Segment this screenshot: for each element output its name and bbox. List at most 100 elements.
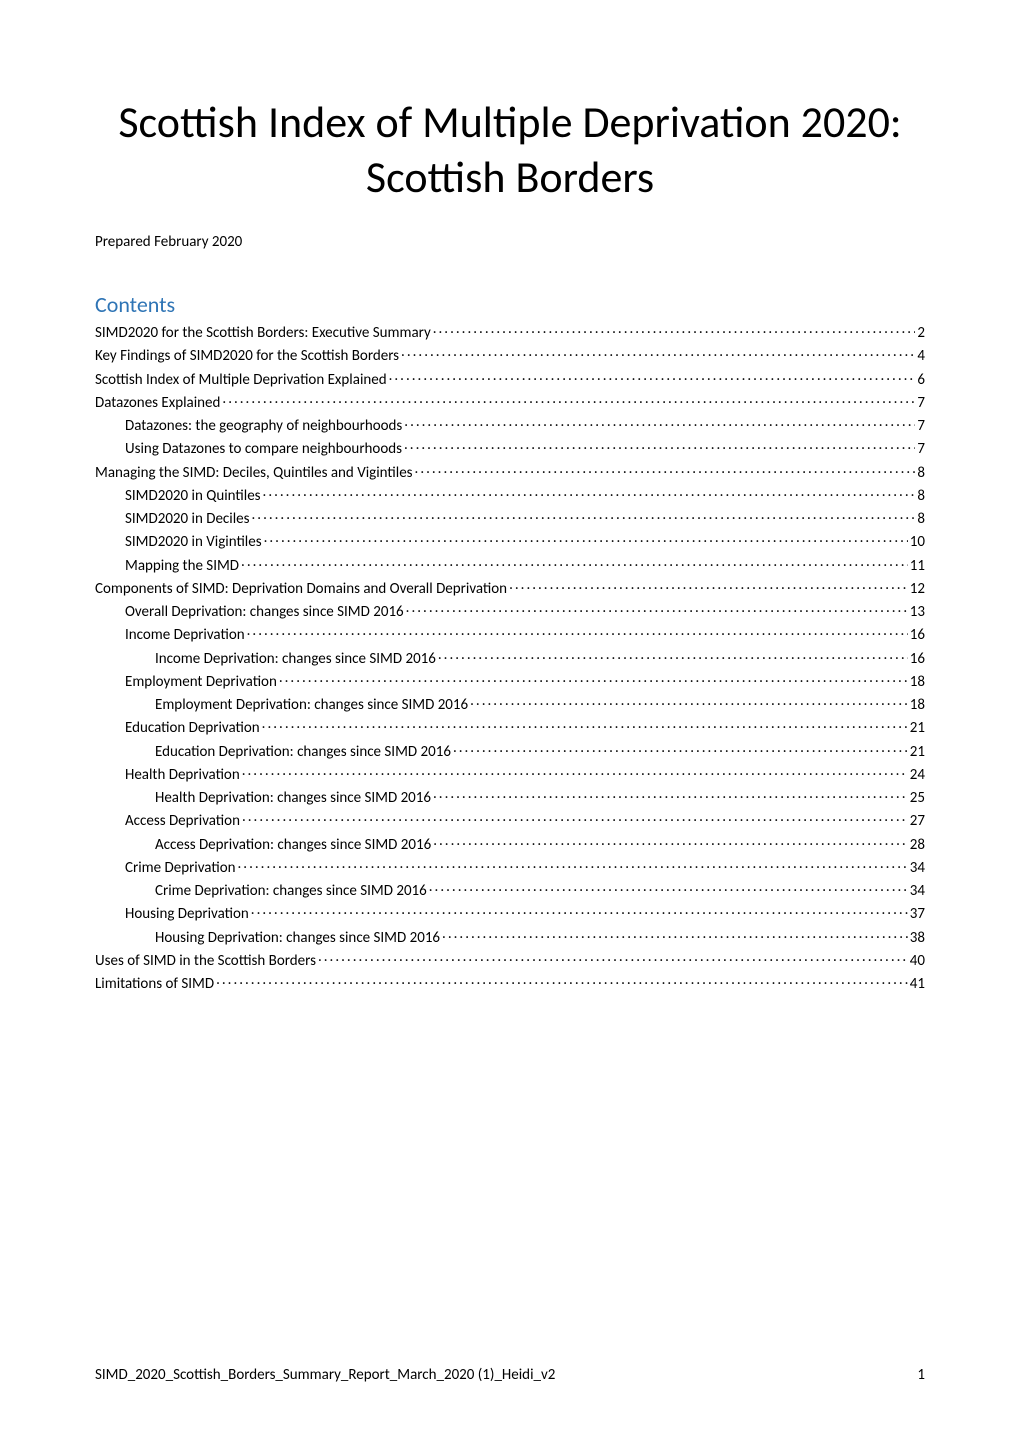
toc-entry[interactable]: Datazones: the geography of neighbourhoo… [95,415,925,438]
toc-leader-dots [252,508,916,523]
toc-entry-page: 25 [910,787,925,810]
toc-leader-dots [251,903,908,918]
toc-entry-label: Access Deprivation [125,810,240,833]
title-line-1: Scottish Index of Multiple Deprivation 2… [118,95,901,149]
toc-entry[interactable]: Key Findings of SIMD2020 for the Scottis… [95,345,925,368]
toc-leader-dots [262,717,908,732]
toc-entry-label: SIMD2020 in Deciles [125,508,250,531]
toc-leader-dots [401,345,915,360]
title-line-2: Scottish Borders [366,150,654,204]
toc-leader-dots [242,810,908,825]
toc-entry[interactable]: Housing Deprivation: changes since SIMD … [95,927,925,950]
toc-entry-page: 7 [917,438,925,461]
toc-entry-label: Employment Deprivation: changes since SI… [155,694,468,717]
document-page: Scottish Index of Multiple Deprivation 2… [0,0,1020,1442]
toc-entry[interactable]: Uses of SIMD in the Scottish Borders40 [95,950,925,973]
toc-entry-label: Crime Deprivation: changes since SIMD 20… [155,880,427,903]
toc-entry-label: Health Deprivation: changes since SIMD 2… [155,787,431,810]
toc-entry[interactable]: Using Datazones to compare neighbourhood… [95,438,925,461]
toc-entry[interactable]: Education Deprivation: changes since SIM… [95,741,925,764]
toc-entry-label: SIMD2020 for the Scottish Borders: Execu… [95,322,431,345]
toc-entry[interactable]: Components of SIMD: Deprivation Domains … [95,578,925,601]
toc-entry-page: 11 [910,555,925,578]
toc-entry[interactable]: SIMD2020 in Quintiles 8 [95,485,925,508]
toc-entry-label: Managing the SIMD: Deciles, Quintiles an… [95,462,413,485]
page-footer: SIMD_2020_Scottish_Borders_Summary_Repor… [95,1366,925,1384]
toc-leader-dots [470,694,908,709]
toc-leader-dots [433,787,908,802]
toc-entry-page: 18 [910,694,925,717]
toc-leader-dots [389,369,916,384]
toc-leader-dots [433,834,908,849]
toc-entry-page: 21 [910,717,925,740]
toc-leader-dots [222,392,915,407]
toc-leader-dots [264,531,908,546]
toc-entry-label: Income Deprivation: changes since SIMD 2… [155,648,436,671]
toc-entry-page: 34 [910,857,925,880]
footer-page-number: 1 [917,1366,925,1384]
toc-entry[interactable]: SIMD2020 for the Scottish Borders: Execu… [95,322,925,345]
toc-entry[interactable]: Education Deprivation 21 [95,717,925,740]
toc-entry-page: 24 [910,764,925,787]
toc-entry-page: 34 [910,880,925,903]
toc-entry-label: Components of SIMD: Deprivation Domains … [95,578,507,601]
toc-entry-label: Crime Deprivation [125,857,236,880]
footer-filename: SIMD_2020_Scottish_Borders_Summary_Repor… [95,1366,555,1384]
toc-entry[interactable]: Employment Deprivation18 [95,671,925,694]
toc-entry-page: 21 [910,741,925,764]
toc-entry[interactable]: Scottish Index of Multiple Deprivation E… [95,369,925,392]
toc-entry-label: Access Deprivation: changes since SIMD 2… [155,834,431,857]
toc-leader-dots [216,973,908,988]
document-title: Scottish Index of Multiple Deprivation 2… [95,95,925,205]
toc-entry[interactable]: Mapping the SIMD 11 [95,555,925,578]
toc-entry[interactable]: SIMD2020 in Deciles8 [95,508,925,531]
toc-entry[interactable]: Access Deprivation 27 [95,810,925,833]
toc-entry-label: Employment Deprivation [125,671,277,694]
toc-entry[interactable]: Overall Deprivation: changes since SIMD … [95,601,925,624]
toc-entry[interactable]: Managing the SIMD: Deciles, Quintiles an… [95,462,925,485]
toc-entry-label: SIMD2020 in Quintiles [125,485,261,508]
toc-entry[interactable]: Limitations of SIMD41 [95,973,925,996]
toc-entry-page: 16 [910,624,925,647]
toc-entry-label: Using Datazones to compare neighbourhood… [125,438,402,461]
toc-entry-page: 27 [910,810,925,833]
toc-leader-dots [238,857,908,872]
toc-entry[interactable]: Health Deprivation 24 [95,764,925,787]
toc-entry[interactable]: Income Deprivation: changes since SIMD 2… [95,648,925,671]
toc-entry-page: 4 [917,345,925,368]
toc-entry-page: 8 [917,485,925,508]
toc-entry[interactable]: SIMD2020 in Vigintiles 10 [95,531,925,554]
toc-entry-label: Key Findings of SIMD2020 for the Scottis… [95,345,399,368]
toc-entry[interactable]: Datazones Explained7 [95,392,925,415]
toc-entry-label: Overall Deprivation: changes since SIMD … [125,601,404,624]
toc-leader-dots [429,880,908,895]
toc-entry-label: Education Deprivation [125,717,260,740]
toc-entry[interactable]: Access Deprivation: changes since SIMD 2… [95,834,925,857]
toc-entry-label: Housing Deprivation [125,903,249,926]
toc-entry-page: 6 [917,369,925,392]
toc-leader-dots [242,764,908,779]
toc-entry[interactable]: Employment Deprivation: changes since SI… [95,694,925,717]
toc-leader-dots [406,601,908,616]
toc-entry-label: Education Deprivation: changes since SIM… [155,741,451,764]
toc-entry[interactable]: Health Deprivation: changes since SIMD 2… [95,787,925,810]
toc-entry-page: 8 [917,462,925,485]
toc-entry-label: Datazones: the geography of neighbourhoo… [125,415,402,438]
toc-entry-label: Health Deprivation [125,764,240,787]
toc-leader-dots [247,624,908,639]
toc-entry[interactable]: Crime Deprivation: changes since SIMD 20… [95,880,925,903]
toc-entry-page: 37 [910,903,925,926]
toc-entry[interactable]: Housing Deprivation 37 [95,903,925,926]
toc-entry-label: Datazones Explained [95,392,220,415]
toc-entry-page: 41 [910,973,925,996]
toc-entry[interactable]: Crime Deprivation 34 [95,857,925,880]
table-of-contents: SIMD2020 for the Scottish Borders: Execu… [95,322,925,996]
toc-entry-label: Mapping the SIMD [125,555,239,578]
toc-entry-label: SIMD2020 in Vigintiles [125,531,262,554]
toc-entry[interactable]: Income Deprivation16 [95,624,925,647]
toc-leader-dots [279,671,908,686]
toc-entry-page: 40 [910,950,925,973]
toc-leader-dots [453,741,908,756]
toc-entry-page: 10 [910,531,925,554]
toc-entry-page: 28 [910,834,925,857]
